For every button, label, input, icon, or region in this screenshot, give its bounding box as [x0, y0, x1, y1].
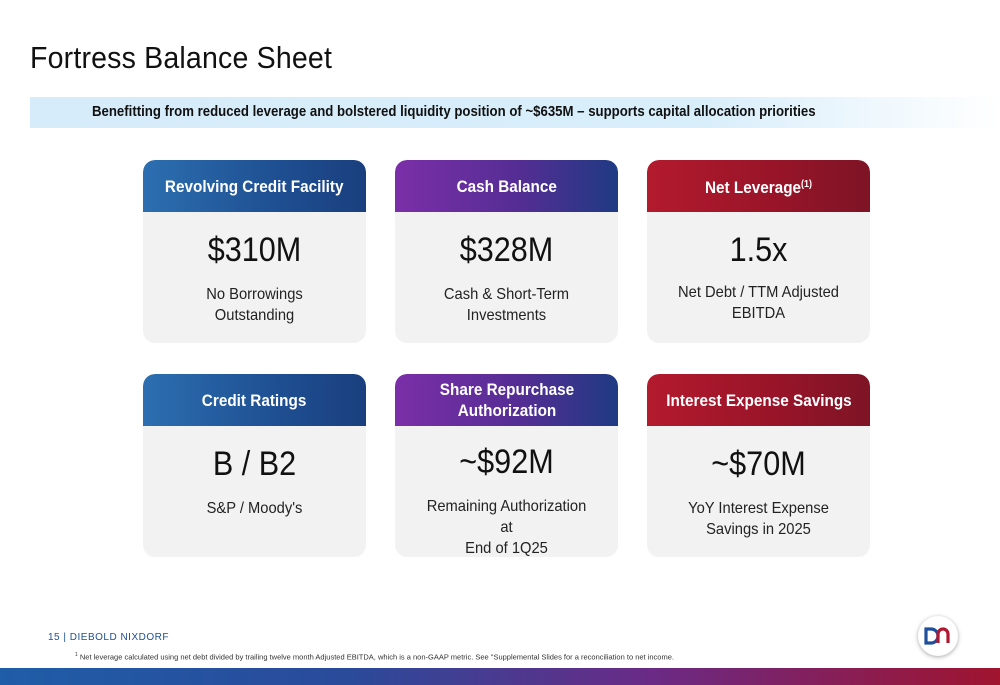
page-number: 15 | DIEBOLD NIXDORF	[48, 632, 169, 643]
card-share-repurchase-authorization: Share Repurchase Authorization ~$92M Rem…	[395, 374, 618, 557]
card-value: B / B2	[212, 445, 297, 483]
card-description-line: Net Debt / TTM Adjusted	[678, 284, 839, 301]
card-value: ~$92M	[459, 443, 554, 481]
card-revolving-credit-facility: Revolving Credit Facility $310M No Borro…	[143, 160, 366, 343]
card-value: ~$70M	[711, 445, 806, 483]
card-header-label: Share Repurchase Authorization	[439, 380, 574, 420]
card-header: Cash Balance	[395, 160, 618, 212]
summary-banner: Benefitting from reduced leverage and bo…	[30, 97, 1000, 128]
card-description: S&P / Moody's	[168, 498, 340, 519]
card-net-leverage: Net Leverage(1) 1.5x Net Debt / TTM Adju…	[647, 160, 870, 343]
footnote-text: Net leverage calculated using net debt d…	[79, 652, 674, 662]
card-description: YoY Interest Expense Savings in 2025	[672, 498, 844, 540]
card-value: 1.5x	[729, 231, 788, 269]
card-description-line: EBITDA	[731, 305, 786, 322]
card-value: $328M	[459, 231, 554, 269]
card-header-label: Credit Ratings	[202, 390, 307, 410]
footnote: 1 Net leverage calculated using net debt…	[75, 652, 674, 662]
card-description-line: Savings in 2025	[706, 521, 811, 538]
card-description-line: Cash & Short-Term	[443, 286, 570, 303]
card-header-label: Net Leverage	[704, 178, 802, 197]
card-credit-ratings: Credit Ratings B / B2 S&P / Moody's	[143, 374, 366, 557]
card-description: Cash & Short-Term Investments	[420, 284, 592, 326]
slide-title: Fortress Balance Sheet	[30, 40, 333, 75]
card-description-line: End of 1Q25	[465, 540, 548, 557]
card-header: Revolving Credit Facility	[143, 160, 366, 212]
card-description-line: Outstanding	[214, 307, 295, 324]
card-interest-expense-savings: Interest Expense Savings ~$70M YoY Inter…	[647, 374, 870, 557]
card-description-line: Remaining Authorization at	[426, 498, 587, 536]
card-header: Interest Expense Savings	[647, 374, 870, 426]
card-cash-balance: Cash Balance $328M Cash & Short-Term Inv…	[395, 160, 618, 343]
card-description: Remaining Authorization at End of 1Q25	[420, 496, 592, 557]
footnote-reference: (1)	[801, 179, 813, 190]
bottom-color-bar	[0, 668, 1000, 685]
card-header-label: Revolving Credit Facility	[165, 176, 344, 196]
card-description-line: YoY Interest Expense	[688, 500, 829, 517]
card-header: Share Repurchase Authorization	[395, 374, 618, 426]
card-header-label: Interest Expense Savings	[665, 390, 852, 410]
dn-logo-glyph	[924, 627, 950, 645]
card-description: Net Debt / TTM Adjusted EBITDA	[672, 282, 844, 324]
card-description-line: No Borrowings	[206, 286, 303, 303]
banner-text: Benefitting from reduced leverage and bo…	[92, 103, 816, 120]
card-header: Net Leverage(1)	[647, 160, 870, 212]
card-header: Credit Ratings	[143, 374, 366, 426]
footnote-marker: 1	[75, 652, 78, 658]
card-header-label: Cash Balance	[456, 176, 557, 196]
dn-logo-icon	[918, 616, 958, 656]
card-value: $310M	[207, 231, 302, 269]
card-description-line: Investments	[466, 307, 547, 324]
card-description: No Borrowings Outstanding	[168, 284, 340, 326]
card-description-line: S&P / Moody's	[206, 500, 303, 517]
